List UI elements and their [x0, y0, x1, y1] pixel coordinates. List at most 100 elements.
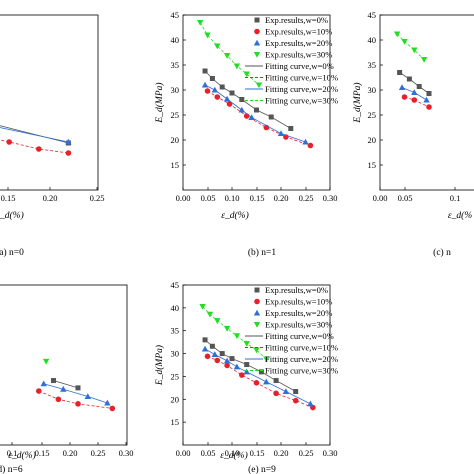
data-point-w20: [84, 393, 91, 400]
legend-marker: [253, 309, 261, 316]
x-tick-label: 0.00: [373, 193, 388, 203]
y-tick-label: 20: [171, 394, 180, 404]
data-point-w30: [243, 71, 250, 78]
data-point-w30: [42, 358, 50, 365]
panel-caption: (a) n=0: [0, 247, 24, 258]
data-point-w30: [253, 347, 260, 354]
x-tick-label: 0.1: [450, 193, 461, 203]
panel-caption: (e) n=9: [248, 464, 276, 474]
panel-caption: d) n=6: [0, 464, 23, 474]
data-point-w20: [398, 84, 406, 90]
data-point-w10: [75, 401, 81, 407]
data-point-w20: [423, 96, 430, 103]
legend-marker: [254, 298, 260, 305]
data-point-w30: [223, 53, 231, 59]
y-axis-label: E_d(MPa): [352, 82, 363, 123]
data-point-w30: [263, 356, 270, 363]
data-point-w20: [201, 345, 209, 352]
data-point-w10: [36, 146, 42, 152]
legend: Exp.results,w=0%Exp.results,w=10%Exp.res…: [245, 15, 338, 106]
legend-marker: [253, 322, 261, 328]
chart-panel-4: 0.1 0.15 0.20 0.25 0.30 ε_d(%) d) n=6: [0, 284, 134, 474]
data-point-w0: [209, 343, 215, 349]
legend: Exp.results,w=0%Exp.results,w=10%Exp.res…: [245, 285, 338, 376]
data-point-w10: [411, 97, 418, 103]
data-point-w10: [204, 88, 211, 94]
y-tick-label: 15: [171, 417, 180, 427]
plot-area: [393, 31, 432, 110]
data-point-w10: [36, 388, 42, 394]
data-point-w0: [244, 362, 250, 368]
fitting-curve-w10: [38, 390, 113, 409]
legend-label: Fitting curve,w=20%: [265, 354, 338, 364]
data-point-w20: [411, 89, 418, 95]
data-point-w0: [397, 70, 403, 75]
data-point-w30: [401, 39, 408, 45]
data-point-w10: [214, 357, 221, 364]
data-point-w10: [307, 142, 314, 149]
fitting-curve-w0: [0, 125, 69, 144]
data-point-w10: [253, 380, 260, 386]
x-tick-label: 0.30: [119, 448, 134, 458]
y-tick-label: 25: [171, 371, 180, 381]
data-point-w20: [233, 363, 241, 370]
legend-label: Exp.results,w=10%: [265, 297, 332, 307]
legend-marker: [254, 17, 260, 23]
plot-frame: [379, 14, 474, 191]
plot-frame: [0, 284, 128, 446]
plot-frame: [182, 14, 331, 191]
x-tick-label: 0.25: [91, 448, 106, 458]
data-point-w20: [277, 130, 285, 136]
data-point-w0: [416, 84, 422, 89]
data-point-w20: [238, 106, 245, 113]
y-tick-label: 45: [171, 280, 180, 290]
data-point-w0: [288, 126, 294, 131]
y-tick-label: 45: [368, 10, 377, 20]
data-point-w0: [258, 369, 264, 375]
legend-label: Fitting curve,w=20%: [265, 84, 338, 94]
x-tick-label: 0.30: [323, 448, 338, 458]
x-axis-label: ε_d(%): [220, 450, 247, 461]
x-tick-label: 0.1: [7, 448, 18, 458]
x-tick-label: 0.05: [201, 193, 216, 203]
fitting-curve-w20: [43, 383, 108, 404]
x-tick-label: 0.25: [299, 448, 314, 458]
panel-caption: (b) n=1: [248, 247, 277, 258]
data-point-w30: [204, 32, 211, 39]
legend-label: Exp.results,w=0%: [265, 15, 328, 25]
x-axis-label: ε_d(%): [8, 450, 35, 461]
y-tick-label: 25: [368, 110, 377, 120]
data-point-w20: [211, 351, 219, 357]
data-point-w0: [293, 389, 299, 395]
data-point-w10: [55, 396, 62, 403]
x-tick-label: 0.00: [176, 448, 191, 458]
y-axis-label: E_d(MPa): [154, 345, 165, 386]
data-point-w30: [243, 341, 250, 347]
plot-frame: [0, 14, 99, 191]
y-tick-label: 40: [171, 303, 180, 313]
data-point-w10: [65, 150, 72, 156]
data-point-w10: [401, 94, 408, 100]
data-point-w10: [239, 372, 245, 378]
data-point-w30: [223, 325, 231, 332]
fitting-curve-w30: [396, 33, 425, 60]
x-tick-label: 0.20: [63, 448, 78, 458]
chart-panel-3: 15 20 25 30 35 40 45 0.00 0.05 0.1 ε_d(% E_d(MPa) (c…: [352, 10, 474, 258]
x-tick-label: 0.20: [274, 193, 289, 203]
x-tick-label: 0.05: [398, 193, 413, 203]
data-point-w20: [201, 81, 209, 88]
data-point-w20: [223, 357, 231, 364]
data-point-w0: [229, 90, 235, 96]
data-point-w10: [109, 405, 116, 412]
y-tick-label: 30: [171, 85, 180, 95]
x-axis-label: ε_d(%): [221, 210, 248, 221]
y-tick-label: 45: [171, 10, 180, 20]
y-tick-label: 35: [171, 326, 180, 336]
data-point-w30: [214, 318, 221, 324]
data-point-w30: [233, 333, 241, 340]
x-axis-label: ε_d(%): [0, 210, 24, 221]
y-tick-label: 20: [171, 135, 180, 145]
data-point-w20: [263, 378, 270, 385]
y-axis-label: E_d(MPa): [154, 82, 165, 123]
y-tick-label: 40: [368, 35, 377, 45]
